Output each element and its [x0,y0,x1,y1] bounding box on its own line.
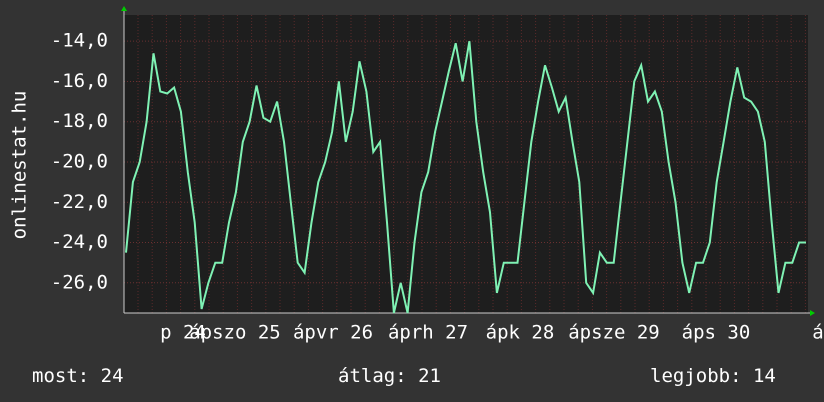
stat-current: most: 24 [32,365,124,387]
y-tick-label: -16,0 [51,70,108,92]
y-tick-label: -20,0 [51,150,108,172]
x-tick-label: á [812,322,823,344]
x-tick-label: ápvr 26 [293,322,373,344]
y-tick-label: -26,0 [51,271,108,293]
stat-average: átlag: 21 [338,365,441,387]
x-tick-label: ápsze 29 [568,322,660,344]
stat-best: legjobb: 14 [650,365,776,387]
x-tick-label: ápszo 25 [189,322,281,344]
y-tick-label: -22,0 [51,191,108,213]
axis-arrow [121,6,127,11]
y-tick-label: -18,0 [51,110,108,132]
x-tick-label: p 24 [160,322,206,344]
x-tick-label: áps 30 [682,322,751,344]
y-tick-label: -14,0 [51,30,108,52]
data-line [125,41,806,314]
y-tick-label: -24,0 [51,231,108,253]
x-tick-label: áprh 27 [388,322,468,344]
x-tick-label: ápk 28 [486,322,555,344]
axis-arrow [810,310,815,316]
y-axis-label: onlinestat.hu [9,91,31,240]
